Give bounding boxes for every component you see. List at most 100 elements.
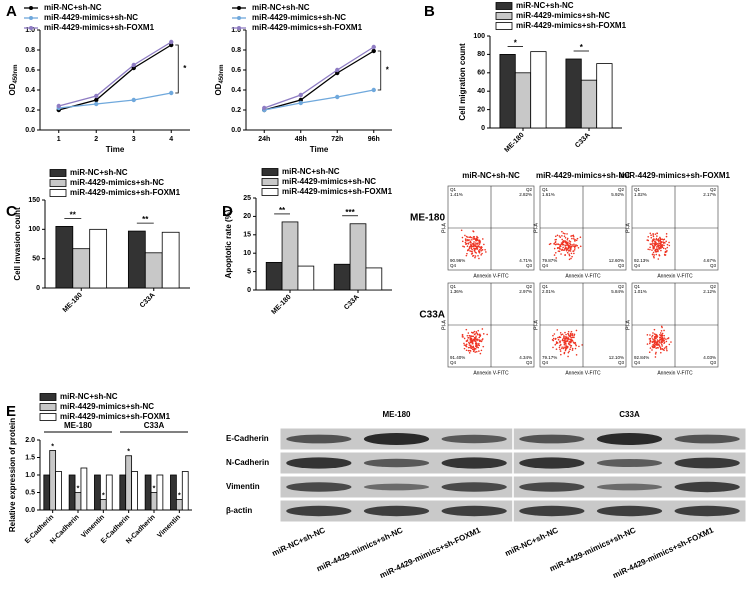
quadrant-value: 12.10% [609, 355, 624, 360]
blot-band [286, 457, 352, 469]
flow-dot [570, 245, 572, 248]
group-label: ME-180 [64, 421, 93, 430]
flow-dot [470, 337, 473, 340]
flow-dot [478, 239, 480, 242]
flow-dot [663, 238, 666, 241]
flow-dot [651, 253, 654, 256]
flow-dot [574, 239, 576, 241]
legend-label: miR-4429-mimics+sh-NC [282, 177, 376, 186]
flow-dot [465, 240, 467, 242]
blot-band [596, 505, 663, 517]
flow-dot [653, 344, 655, 347]
bar [105, 474, 113, 511]
flow-dot [667, 337, 669, 340]
flow-dot [469, 246, 471, 248]
flow-dot [557, 336, 559, 339]
flow-dot [571, 333, 574, 335]
flow-dot [481, 246, 483, 249]
sig-bracket [377, 50, 382, 91]
flow-dot [564, 245, 567, 247]
flow-dot [646, 343, 649, 345]
legend-label: miR-4429-mimics+sh-FOXM1 [252, 23, 363, 32]
flow-dot [568, 240, 571, 242]
flow-dot [652, 235, 655, 238]
legend-label: miR-NC+sh-NC [60, 392, 118, 401]
bar [49, 450, 57, 511]
flow-dot [575, 354, 578, 356]
flow-dot [465, 340, 468, 342]
flow-dot [467, 236, 469, 238]
quadrant-name: Q2 [710, 187, 717, 192]
flow-dot [562, 246, 564, 249]
flow-dot [481, 338, 484, 340]
y-tick-label: 2.0 [25, 437, 35, 444]
flow-dot [475, 237, 478, 240]
flow-dot [472, 235, 475, 238]
flow-dot [473, 247, 476, 250]
bar [72, 248, 91, 289]
sig-label: * [178, 492, 181, 499]
flow-dot [469, 346, 471, 349]
blot-band [596, 483, 663, 491]
legend-marker [237, 16, 241, 20]
blot-band [674, 457, 740, 469]
flow-y-label: PI-A [533, 319, 539, 329]
flow-dot [668, 343, 671, 346]
legend-marker [237, 6, 241, 10]
flow-dot [481, 328, 484, 330]
flow-dot [565, 244, 568, 246]
y-tick-label: 1.0 [25, 27, 35, 34]
flow-dot [479, 241, 481, 244]
flow-dot [657, 250, 659, 253]
flow-dot [573, 237, 575, 240]
blot-band [519, 434, 585, 444]
flow-dot [480, 349, 483, 352]
bar [150, 492, 158, 511]
flow-dot [652, 346, 654, 349]
flow-dot [466, 245, 469, 248]
flow-dot [565, 242, 568, 245]
flow-dot [661, 244, 664, 246]
flow-dot [471, 239, 473, 241]
flow-dot [655, 246, 658, 248]
legend-swatch [39, 413, 57, 421]
flow-dot [465, 343, 468, 346]
y-tick-label: 1.0 [231, 27, 241, 34]
flow-dot [566, 346, 569, 349]
flow-dot [569, 348, 571, 351]
blot-band [519, 482, 585, 492]
flow-dot [571, 347, 574, 350]
sig-label: * [183, 64, 187, 73]
flow-dot [570, 330, 573, 333]
flow-dot [562, 232, 565, 234]
flow-dot [571, 334, 574, 337]
flow-dot [562, 337, 565, 339]
flow-dot [654, 345, 656, 348]
flow-dot [564, 232, 566, 235]
flow-dot [571, 234, 573, 237]
flow-dot [655, 241, 657, 244]
flow-dot [553, 247, 556, 250]
blot-band [674, 505, 740, 517]
flow-dot [665, 240, 667, 243]
flow-dot [565, 344, 567, 346]
flow-dot [567, 330, 570, 333]
flow-dot [656, 339, 659, 341]
flow-dot [473, 330, 476, 333]
flow-dot [564, 340, 567, 342]
flow-dot [562, 241, 565, 244]
quadrant-value: 12.60% [609, 258, 624, 263]
bar [161, 231, 180, 289]
panel-label: A [6, 3, 17, 20]
quadrant-name: Q4 [634, 263, 641, 268]
x-axis-label: Time [106, 145, 125, 154]
group-label: C33A [144, 421, 165, 430]
flow-dot [562, 249, 564, 251]
legend-label: miR-4429-mimics+sh-NC [70, 178, 164, 187]
flow-dot [481, 252, 483, 255]
flow-dot [568, 334, 570, 336]
quadrant-value: 4.34% [519, 355, 532, 360]
panel-label: C [6, 203, 17, 220]
quadrant-value: 4.03% [703, 355, 716, 360]
bar [68, 474, 76, 511]
